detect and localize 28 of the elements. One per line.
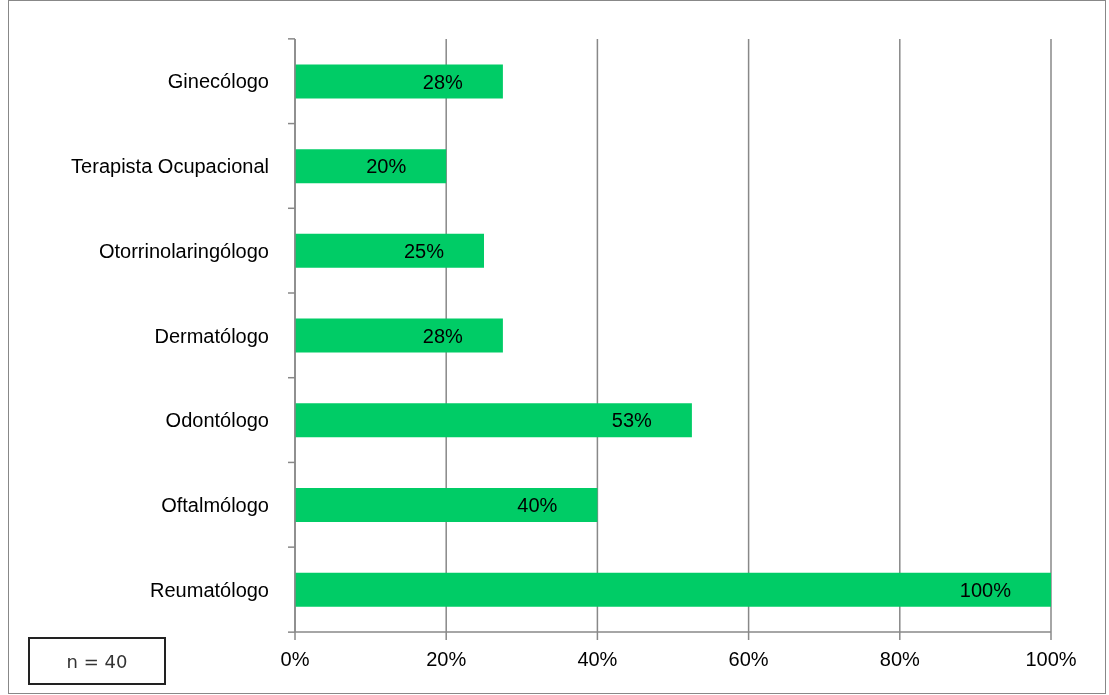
- data-label: 100%: [959, 578, 1012, 601]
- bar: [295, 233, 484, 268]
- data-label: 28%: [422, 70, 464, 93]
- x-tick-label: 20%: [426, 648, 467, 671]
- y-tick-label: Dermatólogo: [154, 324, 269, 347]
- y-tick-label: Otorrinolaringólogo: [98, 239, 269, 262]
- x-tick-label: 0%: [280, 648, 310, 671]
- y-tick-label: Oftalmólogo: [161, 493, 269, 516]
- data-label: 20%: [366, 155, 407, 178]
- y-tick-label: Reumatólogo: [150, 578, 269, 601]
- bar: [295, 318, 503, 353]
- x-tick-label: 80%: [879, 648, 921, 671]
- x-tick-label: 40%: [577, 648, 618, 671]
- data-label: 40%: [517, 494, 558, 517]
- data-label: 53%: [611, 409, 653, 432]
- bar: [295, 487, 598, 522]
- x-tick-label: 100%: [1025, 648, 1077, 671]
- bar: [295, 403, 692, 438]
- x-tick-label: 60%: [728, 648, 769, 671]
- y-tick-label: Odontólogo: [165, 409, 269, 432]
- bar: [295, 64, 503, 99]
- data-label: 25%: [403, 239, 445, 262]
- y-tick-label: Terapista Ocupacional: [71, 155, 269, 178]
- y-tick-label: Ginecólogo: [167, 70, 269, 93]
- bar: [295, 149, 447, 184]
- bar: [295, 572, 1051, 607]
- data-label: 28%: [422, 324, 464, 347]
- text: n = 40: [28, 637, 166, 685]
